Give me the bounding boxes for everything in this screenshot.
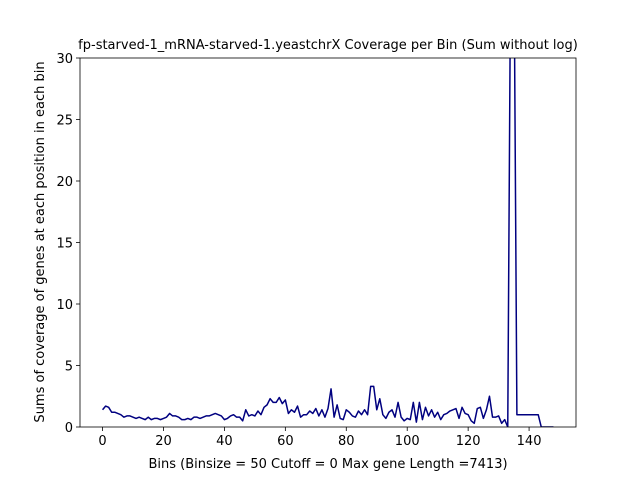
x-tick-label: 60	[277, 434, 294, 449]
chart-title: fp-starved-1_mRNA-starved-1.yeastchrX Co…	[78, 38, 578, 53]
y-tick-label: 10	[56, 298, 73, 313]
y-tick-label: 5	[65, 360, 73, 375]
x-tick-label: 0	[98, 434, 106, 449]
x-tick-label: 40	[216, 434, 233, 449]
x-tick-label: 120	[456, 434, 481, 449]
x-tick-label: 20	[155, 434, 172, 449]
data-line	[101, 58, 554, 427]
x-tick-label: 100	[395, 434, 420, 449]
x-axis-label: Bins (Binsize = 50 Cutoff = 0 Max gene L…	[148, 457, 507, 472]
y-axis-label: Sums of coverage of genes at each positi…	[33, 61, 48, 422]
y-tick-label: 15	[56, 237, 73, 252]
x-tick-label: 80	[338, 434, 355, 449]
x-tick-label: 140	[517, 434, 542, 449]
y-tick-label: 30	[56, 52, 73, 67]
y-tick-label: 20	[56, 175, 73, 190]
y-tick-label: 0	[65, 421, 73, 436]
y-tick-label: 25	[56, 114, 73, 129]
plot-frame	[79, 57, 577, 428]
plot-area	[101, 58, 554, 427]
